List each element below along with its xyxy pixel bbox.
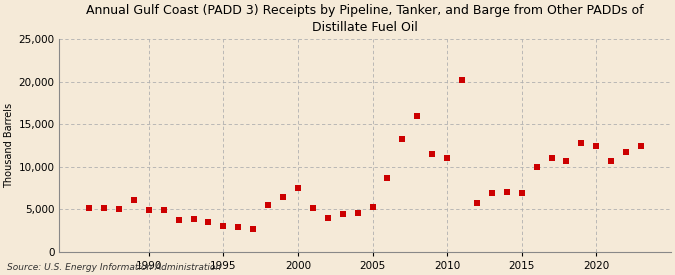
Point [99, 206, 109, 211]
Point [84, 205, 95, 210]
Point [605, 159, 616, 163]
Point [456, 78, 467, 82]
Point [441, 156, 452, 161]
Point [173, 218, 184, 222]
Point [636, 144, 647, 148]
Title: Annual Gulf Coast (PADD 3) Receipts by Pipeline, Tanker, and Barge from Other PA: Annual Gulf Coast (PADD 3) Receipts by P… [86, 4, 644, 34]
Point [367, 205, 378, 209]
Point [412, 114, 423, 118]
Point [561, 159, 572, 163]
Point [128, 198, 139, 202]
Point [188, 216, 199, 221]
Point [472, 201, 483, 206]
Point [308, 205, 319, 210]
Point [323, 216, 333, 220]
Point [113, 207, 124, 211]
Point [427, 152, 437, 156]
Point [502, 190, 512, 194]
Y-axis label: Thousand Barrels: Thousand Barrels [4, 103, 14, 188]
Point [487, 191, 497, 196]
Point [159, 208, 169, 212]
Point [546, 156, 557, 161]
Point [382, 176, 393, 180]
Point [292, 186, 303, 190]
Text: Source: U.S. Energy Information Administration: Source: U.S. Energy Information Administ… [7, 263, 221, 272]
Point [516, 191, 527, 196]
Point [621, 149, 632, 154]
Point [576, 141, 587, 145]
Point [338, 212, 348, 217]
Point [531, 165, 542, 169]
Point [263, 203, 273, 207]
Point [277, 194, 288, 199]
Point [143, 208, 154, 212]
Point [352, 211, 363, 215]
Point [233, 225, 244, 229]
Point [218, 224, 229, 229]
Point [203, 220, 214, 224]
Point [397, 137, 408, 141]
Point [591, 144, 601, 148]
Point [248, 227, 259, 231]
